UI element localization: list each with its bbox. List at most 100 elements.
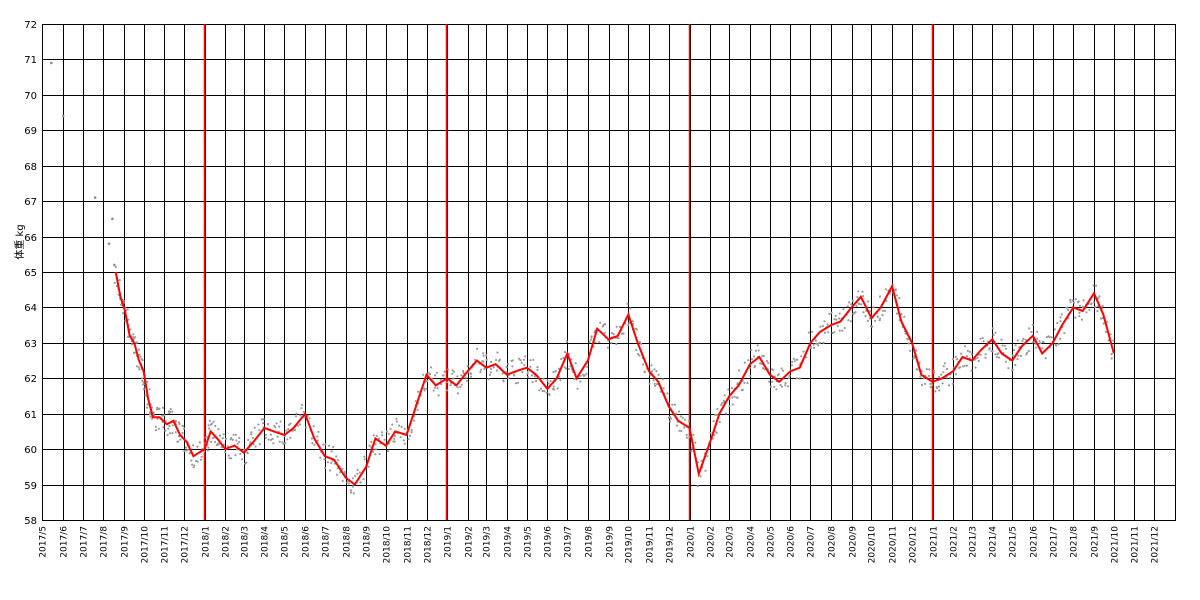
data-point [423,389,426,392]
data-point [157,427,160,430]
data-point [951,382,954,385]
data-point [779,383,782,387]
data-point [736,396,739,399]
data-point [184,446,188,449]
data-point [834,314,837,317]
y-tick-label: 66 [24,233,37,244]
data-point [212,420,215,423]
data-point [319,456,322,459]
data-point [961,365,965,368]
data-point [918,361,921,364]
data-point [552,385,555,388]
data-point [724,412,728,415]
data-point [709,431,712,434]
data-point [456,392,459,395]
data-point [414,400,417,403]
data-point [560,357,563,361]
data-point [400,425,403,428]
data-point [947,384,951,387]
data-point [247,438,250,441]
data-point [252,443,255,446]
data-point [511,365,514,368]
data-point [981,336,984,340]
x-tick-label: 2019/3 [483,526,493,558]
data-point [275,422,278,425]
data-point [168,424,171,427]
data-point [529,365,532,368]
data-point [982,340,985,343]
data-point [780,367,783,370]
y-tick-label: 69 [24,126,37,137]
data-point [827,331,830,334]
data-point [199,458,203,461]
data-point [507,377,510,380]
data-point [485,354,488,357]
data-point [181,424,184,427]
data-point [669,417,673,420]
data-point [328,469,332,472]
data-point [940,373,943,376]
data-point [988,347,991,350]
data-point [823,320,826,323]
data-point [995,356,998,359]
data-point [984,353,987,356]
data-point [417,390,420,393]
data-point [759,362,762,365]
data-point [378,452,381,456]
data-point [841,329,844,332]
data-point [166,434,169,437]
data-point [496,351,499,354]
data-point [498,359,501,363]
data-point [565,367,568,370]
data-point [269,433,272,436]
weight-trend-line [114,271,1115,487]
data-point [881,314,884,317]
data-point [230,436,233,440]
data-point [305,426,308,429]
data-point [211,436,214,440]
data-point [788,374,791,377]
data-point [520,361,523,364]
data-point [1053,328,1056,331]
data-point [846,305,849,308]
data-point [697,461,700,464]
data-point [851,299,854,302]
data-point [250,431,253,434]
data-point [1106,320,1109,323]
x-tick-label: 2019/12 [666,526,676,563]
data-point [447,368,450,371]
x-tick-label: 2018/10 [383,526,393,564]
data-point [771,368,775,371]
data-point [228,457,231,460]
data-point [588,341,591,344]
data-point [224,451,227,454]
y-tick-label: 71 [24,55,37,66]
data-point [606,346,610,349]
data-point [1063,332,1066,335]
data-point [666,392,669,395]
data-point [403,427,406,430]
x-tick-label: 2017/5 [39,526,49,558]
x-tick-label: 2019/4 [504,526,514,558]
data-point [306,414,310,417]
y-axis-ticks: 58 59 60 61 62 63 64 65 66 67 68 69 70 71 72 [24,20,37,527]
data-point [954,355,958,358]
data-point [815,342,818,345]
data-point [495,369,498,372]
x-tick-label: 2021/7 [1050,526,1060,558]
data-point [403,442,406,445]
data-point [495,358,498,362]
data-point [292,429,295,432]
data-point [341,479,344,483]
y-tick-label: 65 [24,268,37,279]
data-point [174,431,177,434]
data-point [1072,301,1076,304]
data-point [488,373,491,376]
data-point [653,368,656,371]
data-point [640,342,643,345]
data-point [728,404,731,408]
data-point [1069,301,1072,304]
data-point [156,408,159,411]
data-point [628,322,631,325]
data-point [704,469,707,472]
